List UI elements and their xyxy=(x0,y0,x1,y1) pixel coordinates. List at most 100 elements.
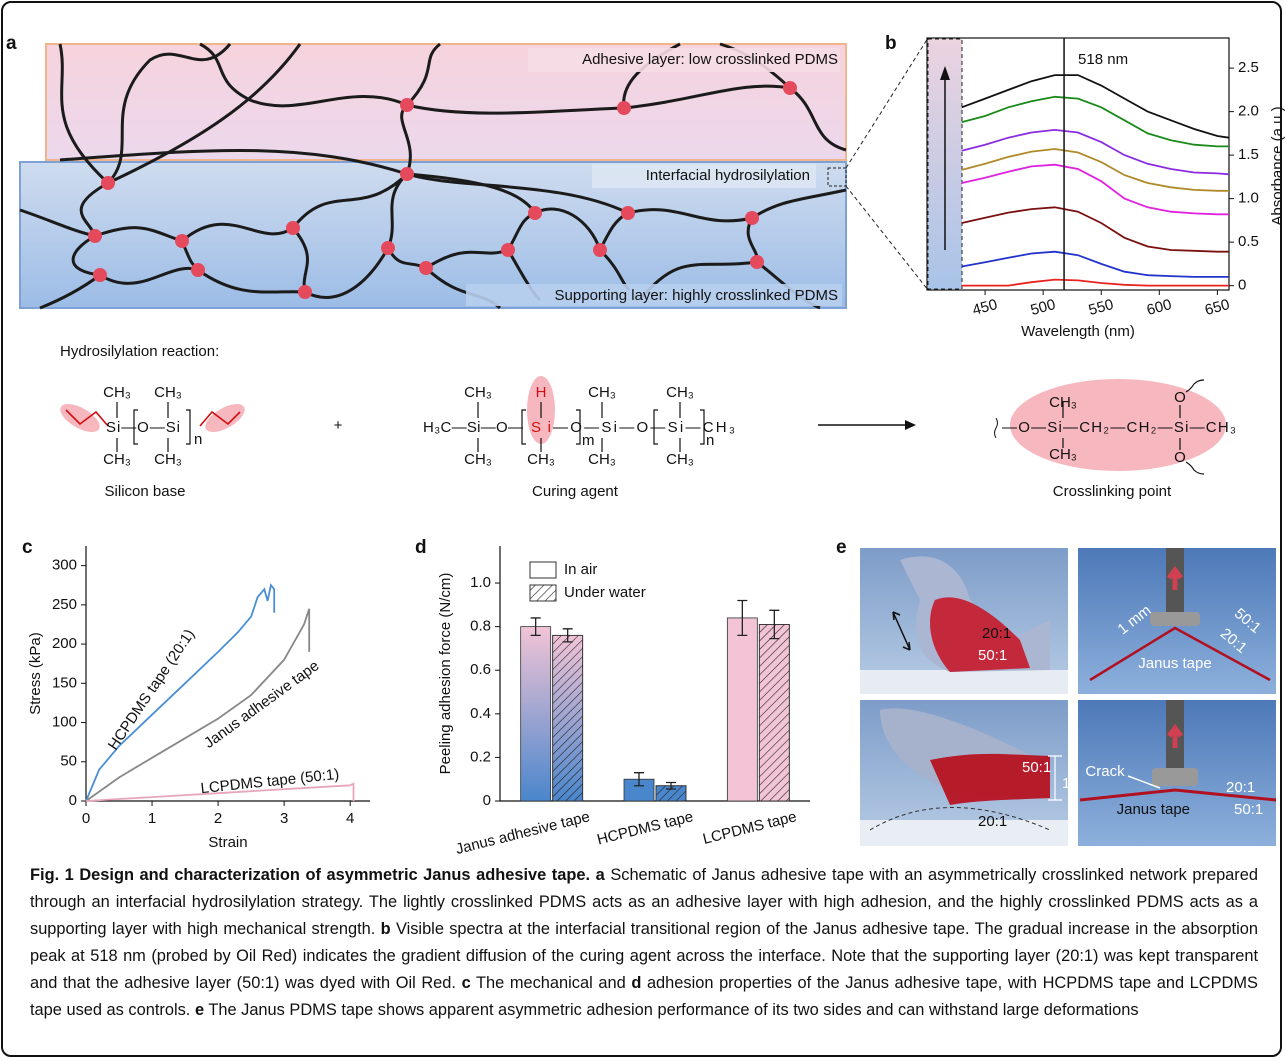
zoom-line xyxy=(846,38,928,168)
legend-label: In air xyxy=(564,561,597,578)
atom: CH₃ xyxy=(154,384,182,401)
photo-label: 20:1 xyxy=(1226,779,1255,796)
schematic: Adhesive layer: low crosslinked PDMS Int… xyxy=(20,38,928,308)
caption: Fig. 1 Design and characterization of as… xyxy=(30,862,1258,1024)
legend-swatch xyxy=(530,562,556,578)
x-tick-label: 2 xyxy=(214,810,222,827)
axes xyxy=(86,546,370,801)
y-tick-label: 0.4 xyxy=(470,705,491,722)
photo-label: Janus tape xyxy=(1117,801,1190,818)
caption-text: The Janus PDMS tape shows apparent asymm… xyxy=(208,1001,1138,1019)
subscript: m xyxy=(582,432,595,449)
bar xyxy=(521,627,551,801)
y-tick-label: 0.8 xyxy=(470,618,491,635)
y-tick-label: 300 xyxy=(52,557,77,574)
atom: CH₃ xyxy=(154,451,182,468)
plus: + xyxy=(334,417,343,434)
y-tick-label: 1.5 xyxy=(1238,146,1259,163)
caption-panel-label: c xyxy=(462,974,471,992)
panel-label: b xyxy=(885,33,897,54)
series-line xyxy=(962,252,1229,277)
y-tick-label: 2.0 xyxy=(1238,103,1259,120)
zoom-line xyxy=(846,186,928,290)
caption-title: Fig. 1 Design and characterization of as… xyxy=(30,866,590,884)
atom: CH₃ xyxy=(527,451,555,468)
chain: Si—O—Si xyxy=(106,419,180,436)
y-tick-label: 0.5 xyxy=(1238,233,1259,250)
chain: Si xyxy=(531,419,551,436)
photo-label: 50:1 xyxy=(1234,801,1263,818)
y-tick-label: 0.6 xyxy=(470,661,491,678)
chain: H₃C—Si—O— xyxy=(423,419,523,436)
vinyl-highlight xyxy=(56,398,104,437)
series-label: LCPDMS tape (50:1) xyxy=(200,766,340,797)
photo-label: Crack xyxy=(1085,763,1125,780)
photo-label: 50:1 xyxy=(978,647,1007,664)
caption-panel-label: b xyxy=(381,920,391,938)
photo-label: 20:1 xyxy=(978,813,1007,830)
y-tick-label: 0.2 xyxy=(470,748,491,765)
bar xyxy=(727,618,757,801)
y-axis-label: Absorbance (a.u.) xyxy=(1269,106,1286,225)
stress-chart: 01234050100150200250300StrainStress (kPa… xyxy=(27,546,370,851)
atom: CH₃ xyxy=(588,384,616,401)
x-tick-label: LCPDMS tape xyxy=(701,808,798,848)
annotation: 518 nm xyxy=(1078,51,1128,68)
bar-hatch xyxy=(553,635,583,801)
x-tick-label: 3 xyxy=(280,810,288,827)
series-line xyxy=(962,130,1229,174)
y-tick-label: 1.0 xyxy=(470,574,491,591)
caption-panel-label: a xyxy=(596,866,605,884)
photo-label: 20:1 xyxy=(982,625,1011,642)
spectra-chart: 45050055060065000.51.01.52.02.5Wavelengt… xyxy=(927,38,1286,340)
panel-label: d xyxy=(415,537,427,558)
series-line xyxy=(962,280,1229,286)
x-tick-label: HCPDMS tape xyxy=(595,808,695,848)
atom: CH₃ xyxy=(666,451,694,468)
y-tick-label: 150 xyxy=(52,674,77,691)
photo-base xyxy=(860,670,1068,694)
subscript: n xyxy=(706,432,714,449)
atom: CH₃ xyxy=(1049,446,1077,463)
vinyl-highlight xyxy=(201,398,249,437)
y-axis-label: Peeling adhesion force (N/cm) xyxy=(437,573,454,775)
photo-label: 50:1 xyxy=(1022,759,1051,776)
x-axis-label: Strain xyxy=(208,834,247,851)
atom: CH₃ xyxy=(588,451,616,468)
y-tick-label: 1.0 xyxy=(1238,190,1259,207)
atom: CH₃ xyxy=(464,384,492,401)
layer-label: Adhesive layer: low crosslinked PDMS xyxy=(582,51,838,68)
panel-label: e xyxy=(836,537,847,558)
caption-panel-label: d xyxy=(631,974,641,992)
atom: CH₃ xyxy=(103,451,131,468)
series-line xyxy=(962,75,1229,138)
legend-swatch-hatch xyxy=(530,585,556,601)
molecule-name: Silicon base xyxy=(105,483,186,500)
panel-label: a xyxy=(6,33,17,54)
series-label: Janus adhesive tape xyxy=(201,657,322,752)
atom: O xyxy=(1174,389,1186,406)
layer-label: Interfacial hydrosilylation xyxy=(646,167,810,184)
reaction: Hydrosilylation reaction: CH₃ CH₃ Si—O—S… xyxy=(56,343,1236,500)
arrow-head xyxy=(905,420,916,430)
x-tick-label: 650 xyxy=(1203,296,1232,319)
series-line xyxy=(962,149,1229,191)
y-tick-label: 0 xyxy=(483,792,491,809)
y-tick-label: 200 xyxy=(52,635,77,652)
caption-text: The mechanical and xyxy=(476,974,626,992)
photo-label: Janus tape xyxy=(1138,655,1211,672)
series-line xyxy=(962,207,1229,251)
atom: CH₃ xyxy=(666,384,694,401)
x-tick-label: 550 xyxy=(1087,296,1116,319)
y-tick-label: 0 xyxy=(69,792,77,809)
y-tick-label: 100 xyxy=(52,714,77,731)
y-axis-label: Stress (kPa) xyxy=(27,632,44,715)
atom: H xyxy=(536,384,547,401)
panel-label: c xyxy=(22,537,33,558)
x-axis-label: Wavelength (nm) xyxy=(1021,323,1135,340)
x-tick-label: 1 xyxy=(148,810,156,827)
atom: CH₃ xyxy=(103,384,131,401)
y-tick-label: 50 xyxy=(60,753,77,770)
photos: 20:1 50:1 50:1 20:1 1 mm Janus tape 50:1… xyxy=(860,548,1276,846)
probe-head xyxy=(1152,768,1198,786)
